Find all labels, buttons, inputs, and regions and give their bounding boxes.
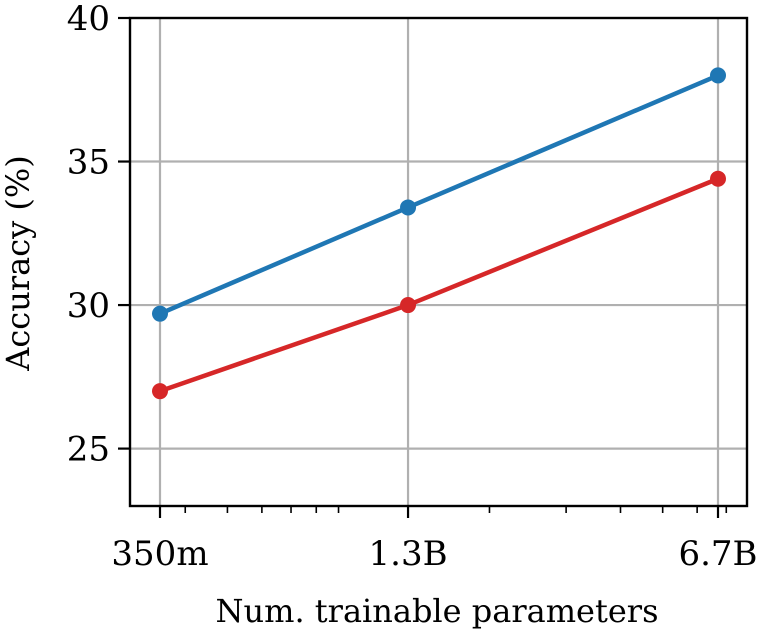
x-axis-title: Num. trainable parameters [215,592,658,630]
y-tick-label: 25 [67,430,110,470]
tick-label-layer: 350m 1.3B 6.7B 25 30 35 40 [67,0,758,574]
data-point-series-1 [152,305,168,322]
y-tick-label: 30 [67,286,110,326]
data-point-series-2 [152,383,168,400]
y-tick-label: 35 [67,143,110,183]
series-line-1 [157,73,721,316]
data-point-series-2 [710,170,726,187]
series-layer [152,67,726,400]
data-point-series-1 [710,67,726,84]
y-tick-label: 40 [67,0,110,39]
x-tick-label: 350m [111,534,208,574]
y-axis-title: Accuracy (%) [0,155,37,371]
x-tick-label: 6.7B [678,534,757,574]
plot-frame [128,16,749,508]
x-tick-label: 1.3B [369,534,448,574]
tick-layer [118,16,728,518]
series-line-2 [157,176,721,394]
data-point-series-1 [400,199,417,216]
data-point-series-2 [400,297,417,314]
grid-layer [130,18,747,506]
